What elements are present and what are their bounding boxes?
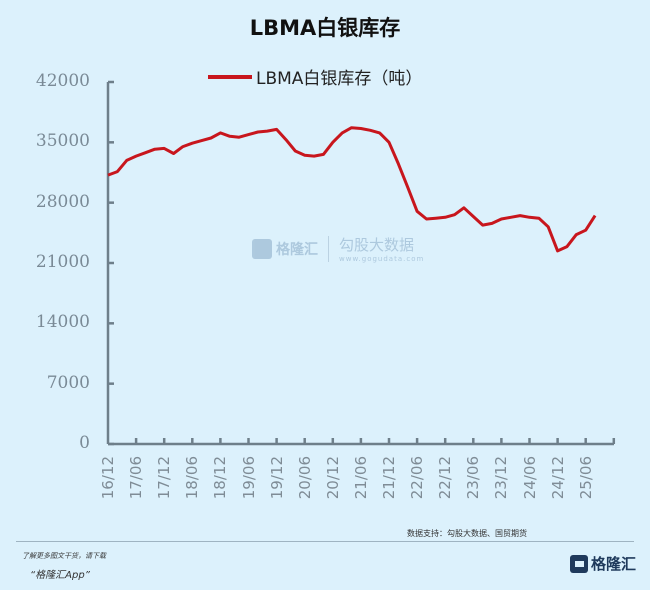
y-tick-label: 0 <box>79 433 90 453</box>
legend-label: LBMA白银库存（吨） <box>256 69 423 89</box>
watermark: 格隆汇 勾股大数据 www.gogudata.com <box>252 234 424 263</box>
brand-name: 格隆汇 <box>591 555 637 573</box>
data-source: 数据支持：勾股大数据、国贸期货 <box>407 529 527 538</box>
footer-divider <box>16 541 634 542</box>
chart-title: LBMA白银库存 <box>249 16 401 40</box>
y-tick-label: 14000 <box>35 312 90 333</box>
watermark-logo-icon <box>252 238 272 259</box>
watermark-partner: 勾股大数据 <box>339 236 415 254</box>
series-line-lbma-silver <box>107 126 597 253</box>
footer-note: 了解更多图文干货，请下载 <box>22 552 106 560</box>
y-tick-label: 7000 <box>46 372 90 393</box>
brand-logo: 格隆汇 <box>570 553 636 574</box>
y-tick-label: 21000 <box>35 252 90 272</box>
watermark-divider <box>328 235 329 262</box>
y-tick-label: 42000 <box>35 71 90 91</box>
footer-app-name: “格隆汇App” <box>30 570 90 581</box>
brand-g-icon <box>570 554 588 573</box>
watermark-brand: 格隆汇 <box>276 241 318 258</box>
legend-line-swatch <box>208 74 252 79</box>
y-tick-label: 35000 <box>35 131 90 152</box>
axes <box>106 80 616 446</box>
y-tick-label: 28000 <box>35 191 90 212</box>
watermark-url: www.gogudata.com <box>339 255 425 263</box>
chart-legend: LBMA白银库存（吨） <box>208 64 422 89</box>
